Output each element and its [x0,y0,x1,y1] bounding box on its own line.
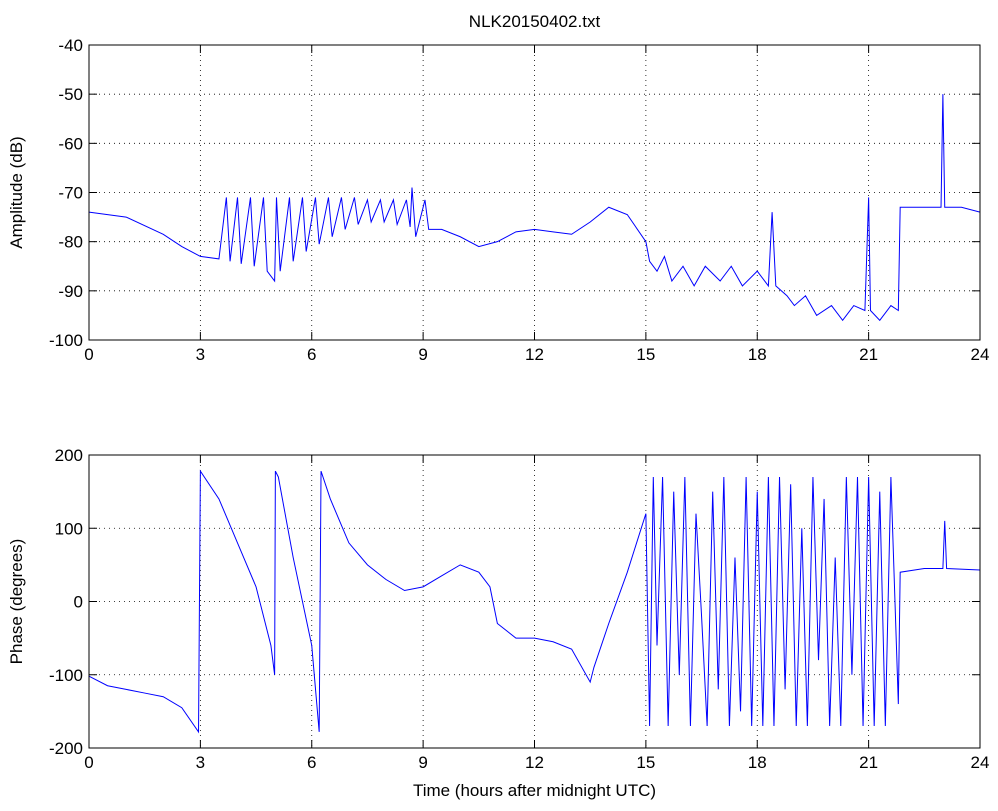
y-tick-label: 0 [74,593,83,612]
y-tick-label: -80 [58,233,83,252]
x-tick-label: 0 [84,753,93,772]
y-tick-label: -100 [49,666,83,685]
x-tick-label: 6 [307,345,316,364]
x-tick-label: 21 [859,345,878,364]
y-tick-label: 100 [55,519,83,538]
x-tick-label: 0 [84,345,93,364]
axes-box [88,44,981,341]
y-tick-label: -50 [58,85,83,104]
y-tick-label: 200 [55,446,83,465]
x-tick-label: 21 [859,753,878,772]
x-tick-label: 9 [418,753,427,772]
x-tick-label: 15 [636,345,655,364]
y-axis-label: Amplitude (dB) [7,136,26,248]
y-tick-label: -40 [58,36,83,55]
data-line [88,469,981,734]
x-tick-label: 15 [636,753,655,772]
chart-title: NLK20150402.txt [469,12,601,31]
y-tick-label: -100 [49,331,83,350]
x-tick-label: 6 [307,753,316,772]
x-tick-label: 9 [418,345,427,364]
x-tick-label: 18 [748,753,767,772]
y-axis-label: Phase (degrees) [7,539,26,665]
y-tick-label: -200 [49,739,83,758]
x-tick-label: 3 [196,753,205,772]
data-line [88,94,981,322]
x-tick-label: 3 [196,345,205,364]
x-tick-label: 12 [525,753,544,772]
x-tick-label: 18 [748,345,767,364]
x-tick-label: 24 [971,753,990,772]
axes-box [88,454,981,749]
y-tick-label: -60 [58,134,83,153]
y-tick-label: -70 [58,184,83,203]
x-tick-label: 12 [525,345,544,364]
x-axis-label: Time (hours after midnight UTC) [413,781,656,800]
y-tick-label: -90 [58,282,83,301]
x-tick-label: 24 [971,345,990,364]
